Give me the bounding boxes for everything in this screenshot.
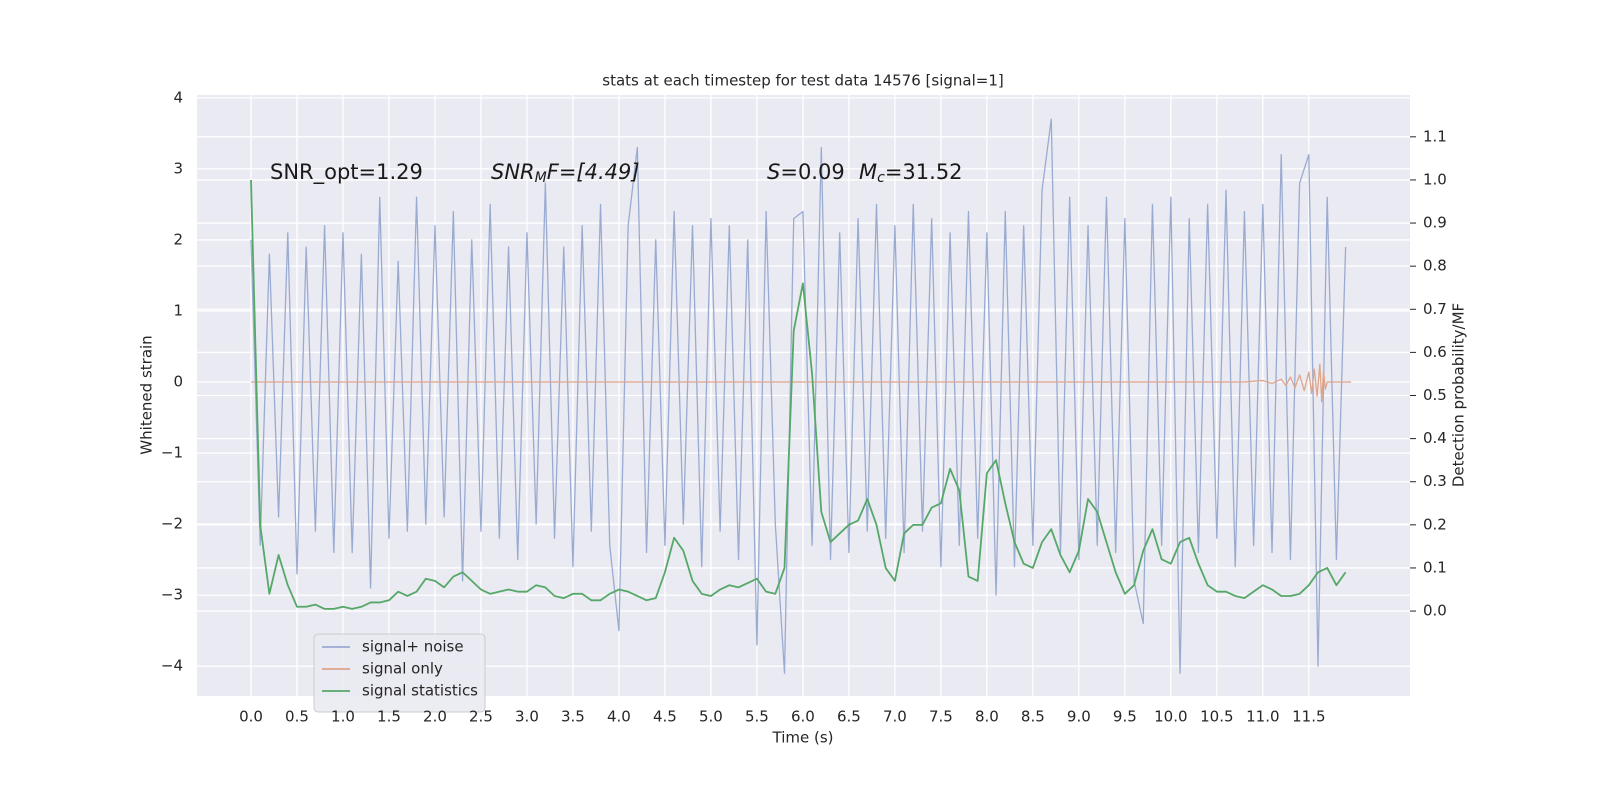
x-tick-label: 2.5: [469, 708, 493, 726]
x-tick-label: 3.0: [515, 708, 539, 726]
annotation-part: S: [767, 160, 780, 184]
x-tick-label: 10.0: [1154, 708, 1187, 726]
y2-tick-label: 0.8: [1423, 257, 1447, 275]
annotation: SNR_opt=1.29: [270, 160, 423, 185]
y2-tick-label: 0.9: [1423, 214, 1447, 232]
y-tick-label: 3: [173, 159, 183, 177]
y2-tick-label: 0.0: [1423, 602, 1447, 620]
x-tick-label: 9.5: [1113, 708, 1137, 726]
x-tick-label: 11.5: [1292, 708, 1325, 726]
annotation: SNRMF=[4.49]: [491, 160, 640, 186]
x-tick-label: 3.5: [561, 708, 585, 726]
series-line: [250, 179, 1347, 610]
x-axis-label: Time (s): [772, 729, 834, 747]
y2-tick-label: 1.1: [1423, 127, 1447, 145]
y-tick-label: −2: [161, 515, 183, 533]
y2-tick-label: 0.6: [1423, 343, 1447, 361]
y2-tick-label: 1.0: [1423, 170, 1447, 188]
y2-tick-label: 0.4: [1423, 429, 1447, 447]
y2-tick-label: 0.2: [1423, 515, 1447, 533]
x-tick-label: 1.0: [331, 708, 355, 726]
y2-tick-label: 0.7: [1423, 300, 1447, 318]
x-tick-label: 11.0: [1246, 708, 1279, 726]
chart-title: stats at each timestep for test data 145…: [602, 72, 1003, 90]
x-tick-label: 6.0: [791, 708, 815, 726]
annotation-part: M: [859, 160, 877, 184]
annotation-part: M: [535, 170, 547, 186]
annotation-part: SNR: [491, 160, 535, 184]
x-tick-label: 10.5: [1200, 708, 1233, 726]
x-tick-label: 8.5: [1021, 708, 1045, 726]
y-tick-label: −1: [161, 444, 183, 462]
legend-label: signal+ noise: [362, 638, 464, 656]
x-tick-label: 7.5: [929, 708, 953, 726]
series-line: [250, 363, 1352, 403]
x-tick-label: 4.0: [607, 708, 631, 726]
y-axis-label: Whitened strain: [138, 335, 156, 454]
annotation-part: SNR_opt=1.29: [270, 160, 423, 185]
annotation-part: =31.52: [885, 160, 963, 184]
y-tick-label: −4: [161, 657, 183, 675]
series-line: [250, 118, 1347, 674]
legend-box: [313, 633, 486, 713]
x-tick-label: 2.0: [423, 708, 447, 726]
y-tick-label: 2: [173, 230, 183, 248]
x-tick-label: 8.0: [975, 708, 999, 726]
overlay: SNR_opt=1.29 SNRMF=[4.49] S=0.09 Mc=31.52si…: [270, 160, 963, 713]
marks: [250, 118, 1352, 674]
annotation: S=0.09: [767, 160, 845, 184]
x-tick-label: 9.0: [1067, 708, 1091, 726]
y-tick-label: 0: [173, 373, 183, 391]
y-tick-label: 4: [173, 88, 183, 106]
x-tick-label: 0.5: [285, 708, 309, 726]
x-tick-label: 0.0: [239, 708, 263, 726]
y2-tick-label: 0.3: [1423, 472, 1447, 490]
x-tick-label: 5.5: [745, 708, 769, 726]
x-tick-label: 1.5: [377, 708, 401, 726]
legend-label: signal statistics: [362, 682, 478, 700]
annotation-part: F=[4.49]: [547, 160, 640, 184]
annotation-part: c: [877, 170, 885, 186]
y2-tick-label: 0.5: [1423, 386, 1447, 404]
annotation-part: =0.09: [780, 160, 844, 184]
x-tick-label: 7.0: [883, 708, 907, 726]
x-tick-label: 5.0: [699, 708, 723, 726]
legend-label: signal only: [362, 660, 443, 678]
x-tick-label: 4.5: [653, 708, 677, 726]
y-tick-label: 1: [173, 301, 183, 319]
y-tick-label: −3: [161, 586, 183, 604]
y2-tick-label: 0.1: [1423, 558, 1447, 576]
x-tick-label: 6.5: [837, 708, 861, 726]
y2-axis-label: Detection probability/MF: [1450, 303, 1468, 487]
annotation: Mc=31.52: [859, 160, 963, 186]
